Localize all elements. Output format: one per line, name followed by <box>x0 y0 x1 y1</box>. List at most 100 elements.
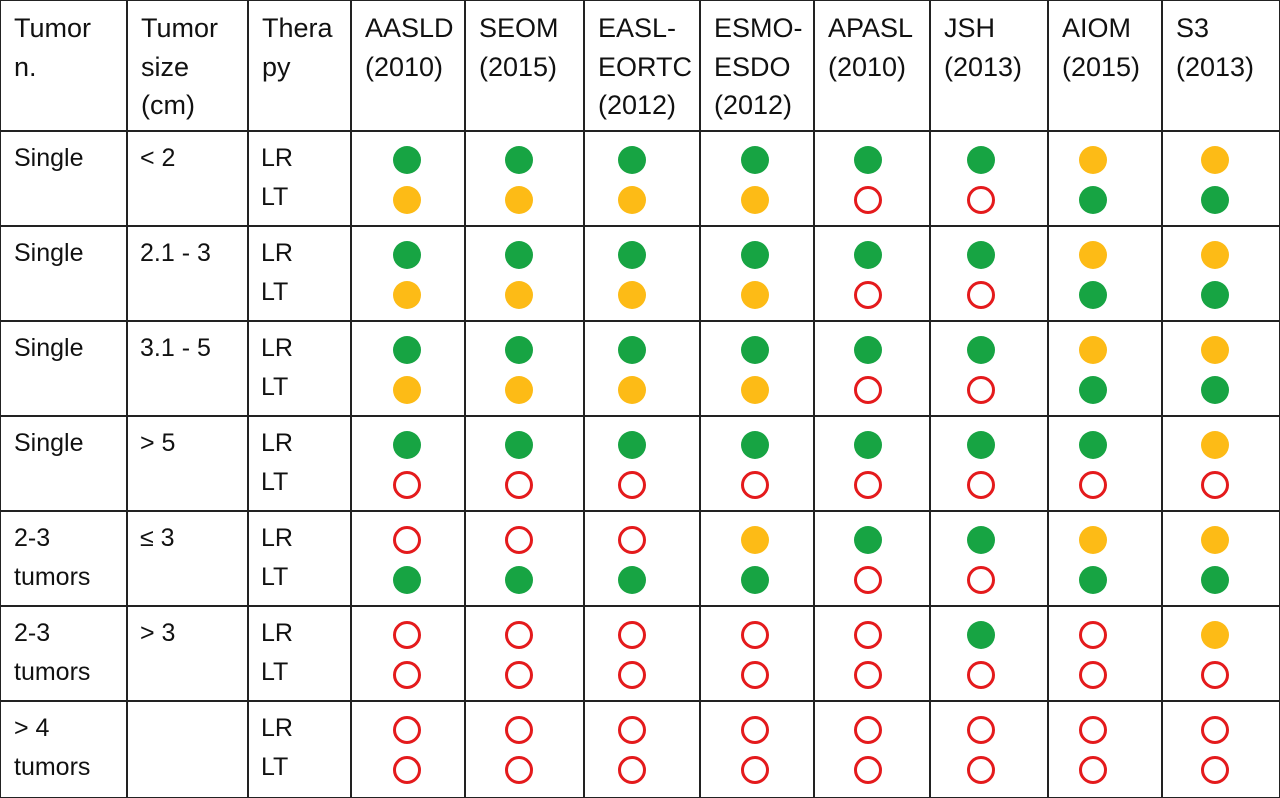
recommendation-green-marker <box>393 241 421 269</box>
recommendation-not-recommended-marker <box>505 756 533 784</box>
tumor-number-cell: Single <box>14 239 84 267</box>
recommendation-green-marker <box>741 146 769 174</box>
tumor-number-cell: 2-3 tumors <box>14 524 91 591</box>
recommendation-not-recommended-marker <box>967 566 995 594</box>
recommendation-yellow-marker <box>393 281 421 309</box>
recommendation-not-recommended-marker <box>967 376 995 404</box>
column-divider <box>583 0 585 798</box>
recommendation-yellow-marker <box>741 376 769 404</box>
recommendation-green-marker <box>1201 376 1229 404</box>
row-divider <box>0 320 1280 322</box>
recommendation-green-marker <box>1079 566 1107 594</box>
recommendation-green-marker <box>393 146 421 174</box>
recommendation-not-recommended-marker <box>1201 661 1229 689</box>
recommendation-not-recommended-marker <box>741 471 769 499</box>
recommendation-not-recommended-marker <box>854 281 882 309</box>
recommendation-green-marker <box>618 566 646 594</box>
recommendation-not-recommended-marker <box>618 716 646 744</box>
recommendation-green-marker <box>393 336 421 364</box>
column-divider <box>813 0 815 798</box>
recommendation-not-recommended-marker <box>505 621 533 649</box>
recommendation-not-recommended-marker <box>618 621 646 649</box>
recommendation-not-recommended-marker <box>1079 621 1107 649</box>
recommendation-green-marker <box>741 431 769 459</box>
row-divider <box>0 700 1280 702</box>
recommendation-green-marker <box>967 146 995 174</box>
column-header: JSH (2013) <box>944 13 1023 82</box>
recommendation-green-marker <box>1079 376 1107 404</box>
column-header: AIOM (2015) <box>1062 13 1141 82</box>
tumor-size-cell: ≤ 3 <box>140 524 175 552</box>
recommendation-green-marker <box>741 566 769 594</box>
recommendation-yellow-marker <box>1079 526 1107 554</box>
recommendation-not-recommended-marker <box>618 471 646 499</box>
column-divider <box>1047 0 1049 798</box>
recommendation-yellow-marker <box>505 186 533 214</box>
recommendation-yellow-marker <box>1201 621 1229 649</box>
column-divider <box>1161 0 1163 798</box>
recommendation-yellow-marker <box>1201 336 1229 364</box>
recommendation-yellow-marker <box>1079 336 1107 364</box>
tumor-size-cell: 3.1 - 5 <box>140 334 211 362</box>
column-divider <box>464 0 466 798</box>
recommendation-green-marker <box>618 336 646 364</box>
recommendation-green-marker <box>1201 281 1229 309</box>
recommendation-not-recommended-marker <box>1079 661 1107 689</box>
therapy-label: LR <box>261 714 293 742</box>
recommendation-not-recommended-marker <box>967 716 995 744</box>
recommendation-green-marker <box>393 566 421 594</box>
recommendation-not-recommended-marker <box>741 716 769 744</box>
row-divider <box>0 415 1280 417</box>
tumor-number-cell: Single <box>14 334 84 362</box>
recommendation-not-recommended-marker <box>854 566 882 594</box>
recommendation-green-marker <box>967 526 995 554</box>
recommendation-green-marker <box>618 431 646 459</box>
recommendation-green-marker <box>741 241 769 269</box>
column-header: Tumor size (cm) <box>141 13 219 120</box>
recommendation-not-recommended-marker <box>618 661 646 689</box>
column-divider <box>929 0 931 798</box>
therapy-label: LT <box>261 753 289 781</box>
recommendation-not-recommended-marker <box>1079 716 1107 744</box>
therapy-label: LR <box>261 144 293 172</box>
recommendation-not-recommended-marker <box>854 716 882 744</box>
recommendation-green-marker <box>967 336 995 364</box>
column-divider <box>247 0 249 798</box>
recommendation-not-recommended-marker <box>854 186 882 214</box>
recommendation-yellow-marker <box>741 526 769 554</box>
recommendation-yellow-marker <box>618 186 646 214</box>
recommendation-yellow-marker <box>1201 146 1229 174</box>
recommendation-yellow-marker <box>505 281 533 309</box>
recommendation-green-marker <box>854 146 882 174</box>
recommendation-not-recommended-marker <box>393 471 421 499</box>
recommendation-green-marker <box>967 241 995 269</box>
recommendation-not-recommended-marker <box>393 716 421 744</box>
recommendation-not-recommended-marker <box>1201 716 1229 744</box>
tumor-size-cell: > 3 <box>140 619 176 647</box>
recommendation-not-recommended-marker <box>505 526 533 554</box>
therapy-label: LR <box>261 334 293 362</box>
recommendation-not-recommended-marker <box>618 756 646 784</box>
tumor-number-cell: > 4 tumors <box>14 714 91 781</box>
therapy-label: LR <box>261 239 293 267</box>
recommendation-green-marker <box>854 431 882 459</box>
recommendation-green-marker <box>505 336 533 364</box>
therapy-label: LT <box>261 468 289 496</box>
column-header: Tumor n. <box>14 13 92 82</box>
column-header: Thera py <box>262 13 333 82</box>
recommendation-not-recommended-marker <box>854 661 882 689</box>
recommendation-green-marker <box>505 431 533 459</box>
therapy-label: LR <box>261 524 293 552</box>
recommendation-not-recommended-marker <box>393 661 421 689</box>
recommendation-green-marker <box>618 146 646 174</box>
recommendation-green-marker <box>854 526 882 554</box>
tumor-size-cell: 2.1 - 3 <box>140 239 211 267</box>
recommendation-green-marker <box>854 336 882 364</box>
recommendation-not-recommended-marker <box>1201 471 1229 499</box>
recommendation-yellow-marker <box>393 376 421 404</box>
row-divider <box>0 510 1280 512</box>
recommendation-yellow-marker <box>1201 241 1229 269</box>
tumor-size-cell: > 5 <box>140 429 176 457</box>
recommendation-green-marker <box>1079 281 1107 309</box>
